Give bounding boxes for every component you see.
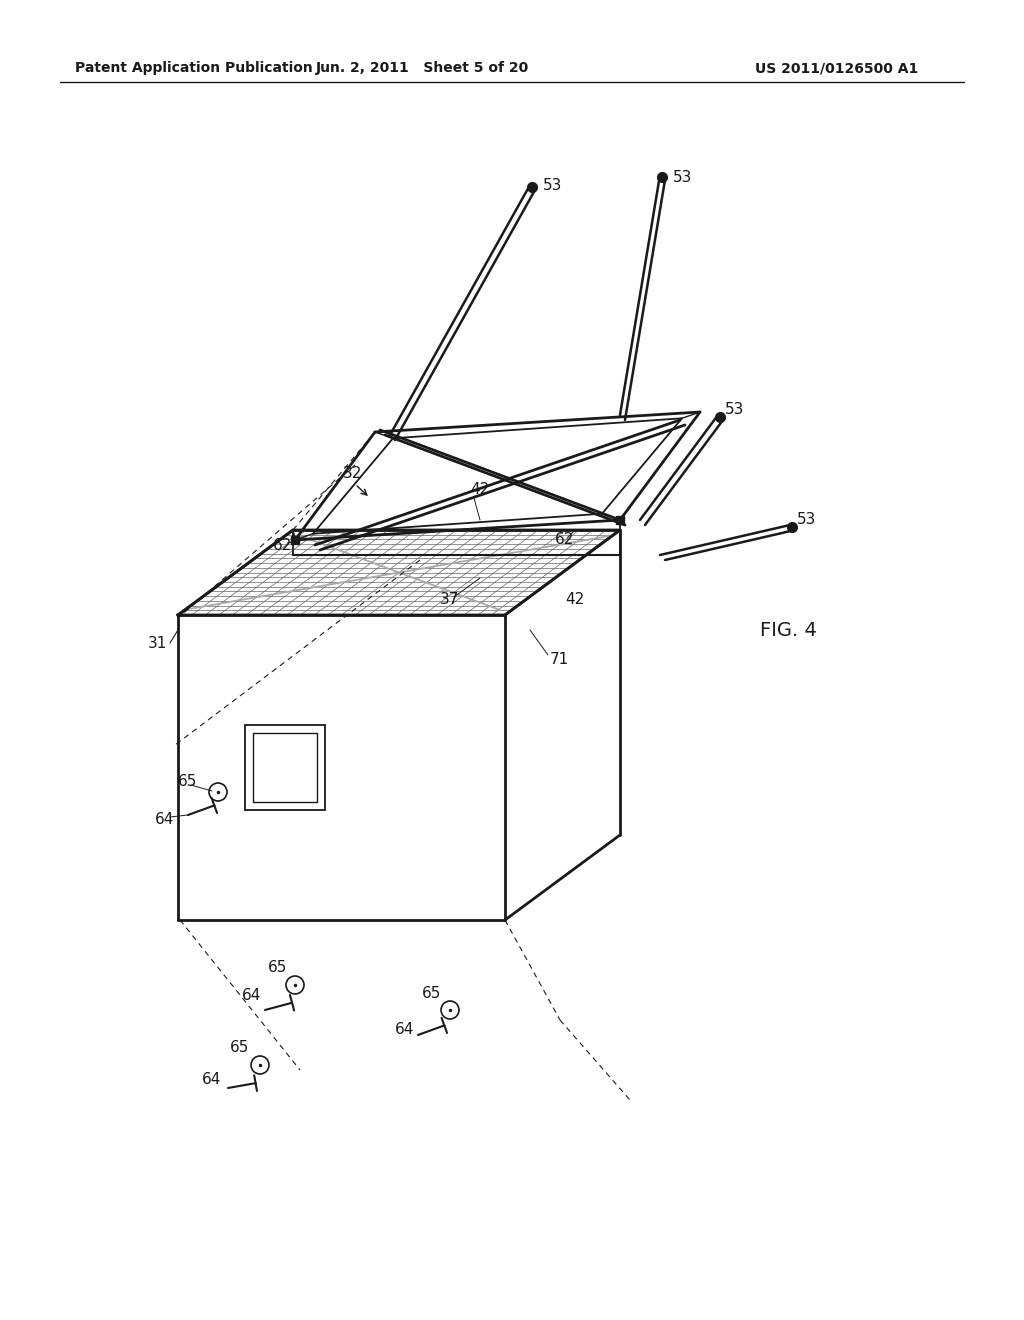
Text: 42: 42 [470,483,489,498]
Text: 62: 62 [555,532,574,548]
Text: 65: 65 [268,961,288,975]
Text: 64: 64 [242,987,261,1002]
Text: FIG. 4: FIG. 4 [760,620,817,639]
Text: 37: 37 [440,593,460,607]
Text: 65: 65 [230,1040,250,1056]
Text: 42: 42 [565,593,585,607]
Text: 71: 71 [550,652,569,668]
Text: 53: 53 [725,403,744,417]
Text: 62: 62 [273,537,293,553]
Text: 53: 53 [673,169,692,185]
Text: US 2011/0126500 A1: US 2011/0126500 A1 [755,61,919,75]
Text: 64: 64 [395,1023,415,1038]
Text: 31: 31 [148,635,167,651]
Text: 65: 65 [422,986,441,1001]
Text: 53: 53 [797,512,816,528]
Text: 32: 32 [343,466,362,480]
Text: Jun. 2, 2011   Sheet 5 of 20: Jun. 2, 2011 Sheet 5 of 20 [315,61,528,75]
Text: 53: 53 [543,177,562,193]
Text: 64: 64 [202,1072,221,1088]
Text: Patent Application Publication: Patent Application Publication [75,61,312,75]
Text: 64: 64 [155,813,174,828]
Text: 65: 65 [178,775,198,789]
